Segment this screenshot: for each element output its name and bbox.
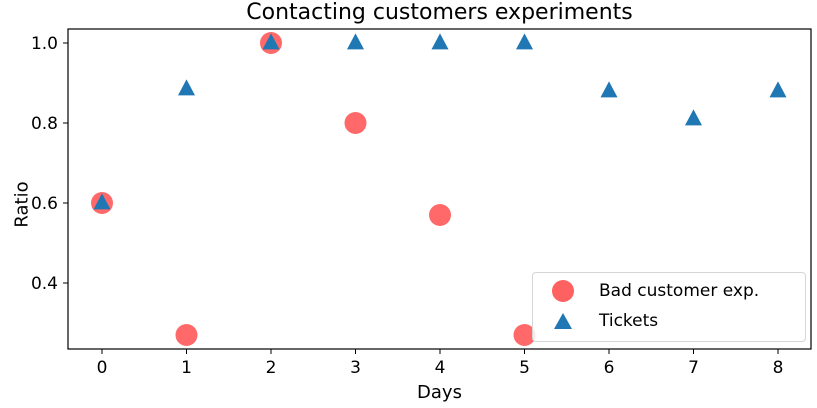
- data-point-triangle: [262, 33, 280, 50]
- data-point-triangle: [431, 33, 449, 50]
- data-point-circle: [429, 204, 451, 226]
- x-tick-label: 8: [773, 358, 784, 378]
- data-point-triangle: [178, 79, 195, 96]
- y-tick-label: 0.8: [31, 114, 58, 134]
- x-tick-label: 6: [604, 358, 615, 378]
- x-tick-label: 7: [688, 358, 699, 378]
- series-tickets: [93, 33, 787, 210]
- chart-title: Contacting customers experiments: [246, 0, 633, 25]
- x-tick-label: 2: [266, 358, 277, 378]
- y-axis-label: Ratio: [11, 181, 33, 228]
- data-point-triangle: [769, 81, 787, 98]
- data-point-triangle: [600, 81, 618, 98]
- triangle-marker-icon: [533, 313, 593, 329]
- data-point-triangle: [685, 109, 702, 126]
- data-point-circle: [344, 112, 367, 134]
- y-tick-label: 1.0: [31, 34, 58, 54]
- data-point-triangle: [516, 33, 533, 50]
- x-axis-label: Days: [417, 382, 462, 403]
- circle-marker-icon: [533, 280, 593, 302]
- x-tick-label: 5: [519, 358, 530, 378]
- data-point-circle: [513, 324, 536, 346]
- y-tick-label: 0.6: [31, 194, 58, 214]
- y-tick-label: 0.4: [31, 274, 58, 294]
- legend-item-bad-customer: Bad customer exp.: [533, 277, 759, 305]
- x-tick-label: 0: [97, 358, 108, 378]
- legend-label: Bad customer exp.: [599, 281, 760, 301]
- legend-item-tickets: Tickets: [533, 307, 658, 335]
- data-point-triangle: [347, 33, 364, 50]
- x-tick-label: 4: [435, 358, 446, 378]
- x-tick-label: 1: [181, 358, 192, 378]
- legend-label: Tickets: [599, 311, 659, 331]
- data-point-triangle: [93, 193, 111, 210]
- x-tick-label: 3: [350, 358, 361, 378]
- data-point-circle: [175, 324, 198, 346]
- series-bad-customer: [91, 32, 536, 346]
- legend: Bad customer exp. Tickets: [532, 272, 806, 342]
